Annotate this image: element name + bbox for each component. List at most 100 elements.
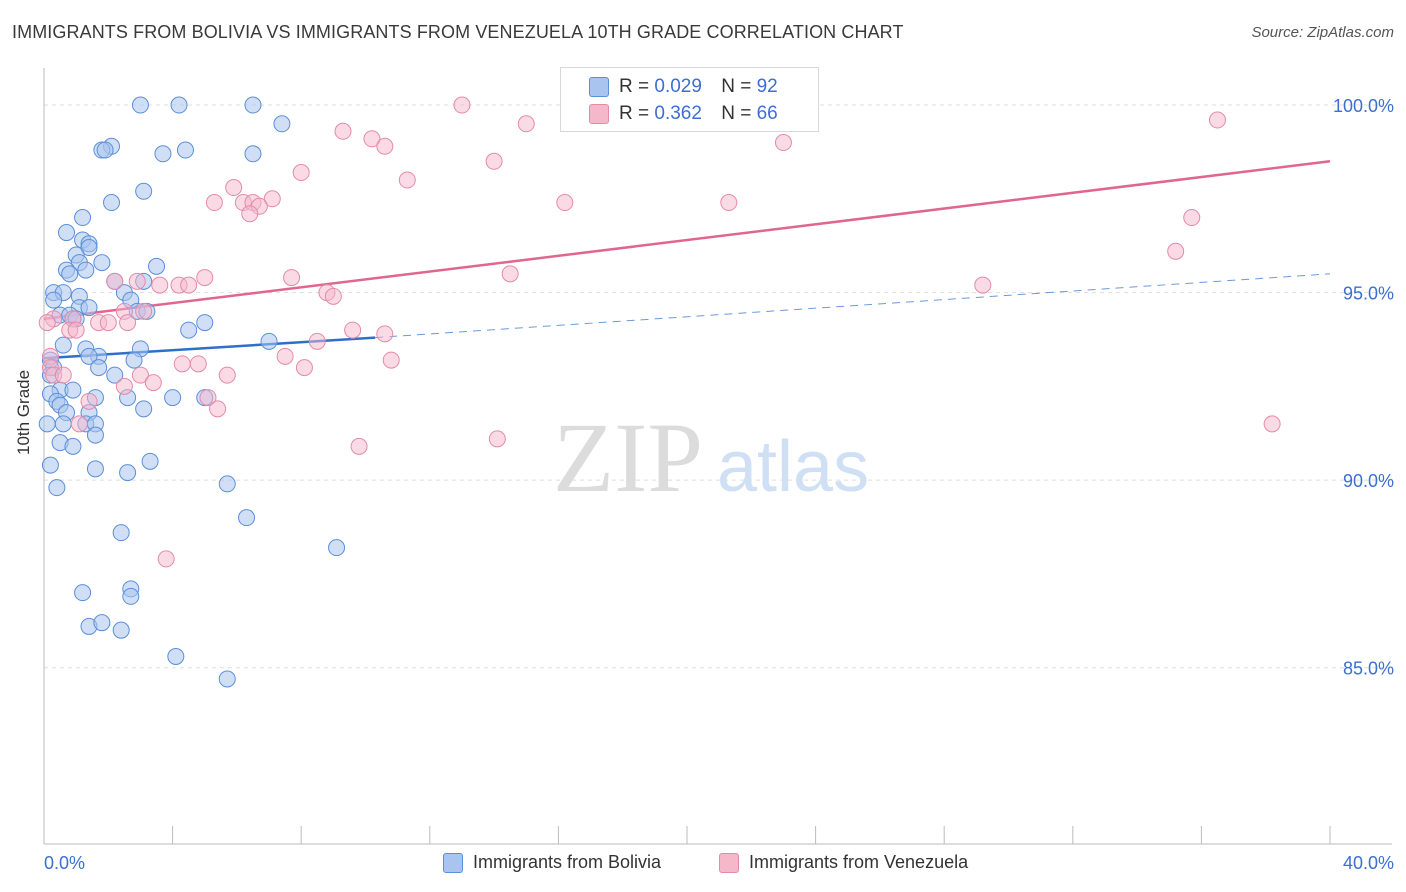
venezuela-point [38,314,56,332]
bolivia-point [64,437,82,455]
venezuela-point [157,550,175,568]
venezuela-point [54,366,72,384]
venezuela-point [501,265,519,283]
bolivia-point [119,464,137,482]
venezuela-point [308,332,326,350]
x-tick-label: 40.0% [1343,853,1394,873]
venezuela-point [292,164,310,182]
legend-r-label: R = [619,103,650,124]
legend-swatch-venezuela [589,104,609,124]
bolivia-point [244,96,262,114]
y-tick-label: 85.0% [1343,659,1394,679]
bolivia-points [38,96,346,688]
venezuela-point [199,389,217,407]
bolivia-point [38,415,56,433]
watermark-zip: ZIP [553,402,703,513]
bolivia-point [238,509,256,527]
venezuela-point [283,269,301,287]
y-tick-label: 90.0% [1343,471,1394,491]
correlation-legend: R = 0.029 N = 92 R = 0.362 N = 66 [560,67,819,132]
venezuela-point [488,430,506,448]
bolivia-point [106,366,124,384]
venezuela-point [344,321,362,339]
bolivia-point [180,321,198,339]
venezuela-point [70,415,88,433]
venezuela-point [135,302,153,320]
bolivia-point [74,584,92,602]
y-axis-label-wrap: 10th Grade [14,370,34,455]
venezuela-point [774,134,792,152]
venezuela-point [106,272,124,290]
venezuela-point [241,205,259,223]
bolivia-point [218,475,236,493]
venezuela-point [974,276,992,294]
bolivia-point [112,524,130,542]
venezuela-point [1208,111,1226,129]
bolivia-point [74,209,92,227]
venezuela-point [80,392,98,410]
bolivia-point [167,647,185,665]
venezuela-point [131,366,149,384]
watermark-atlas: atlas [717,427,869,507]
bolivia-point [112,621,130,639]
venezuela-point [1183,209,1201,227]
bottom-legend-bolivia-label: Immigrants from Bolivia [473,852,662,872]
bolivia-point [218,670,236,688]
bolivia-point [61,265,79,283]
venezuela-point [556,194,574,212]
bolivia-point [196,314,214,332]
venezuela-point [173,355,191,373]
venezuela-point [99,314,117,332]
bolivia-point [260,332,278,350]
x-tick-labels: 0.0% 40.0% [44,853,1394,873]
bolivia-point [80,299,98,317]
y-tick-labels: 85.0% 90.0% 95.0% 100.0% [1333,96,1394,679]
legend-n-value: 66 [756,103,778,124]
bolivia-point [244,145,262,163]
bolivia-point [45,291,63,309]
bolivia-point [48,479,66,497]
bolivia-point [54,415,72,433]
venezuela-point [720,194,738,212]
venezuela-point [67,321,85,339]
bolivia-point [41,456,59,474]
venezuela-points [38,96,1281,568]
bottom-legend-bolivia: Immigrants from Bolivia [443,852,661,873]
bolivia-point [135,400,153,418]
bolivia-point [86,426,104,444]
bolivia-point [54,336,72,354]
bolivia-point [93,614,111,632]
bolivia-point [58,224,76,242]
legend-r-value: 0.362 [654,103,702,124]
bolivia-point [148,257,166,275]
bolivia-point [93,254,111,272]
venezuela-point [453,96,471,114]
venezuela-point [225,179,243,197]
legend-swatch-bolivia [589,77,609,97]
bolivia-point [141,452,159,470]
legend-row-venezuela: R = 0.362 N = 66 [619,103,778,125]
venezuela-point [119,314,137,332]
bolivia-point [125,351,143,369]
bolivia-point [131,96,149,114]
venezuela-point [128,272,146,290]
legend-n-label: N = [721,103,752,124]
bolivia-point [103,194,121,212]
venezuela-point [189,355,207,373]
venezuela-point [209,400,227,418]
venezuela-point [517,115,535,133]
venezuela-point [263,190,281,208]
venezuela-point [205,194,223,212]
bolivia-trend-extension [375,273,1331,339]
venezuela-point [276,347,294,365]
bolivia-point [135,182,153,200]
y-axis-label: 10th Grade [14,369,33,455]
bolivia-point [273,115,291,133]
bolivia-point [64,381,82,399]
venezuela-point [350,437,368,455]
bolivia-point [96,141,114,159]
venezuela-point [115,377,133,395]
bolivia-point [80,239,98,257]
bolivia-point [170,96,188,114]
legend-r-label: R = [619,76,650,97]
